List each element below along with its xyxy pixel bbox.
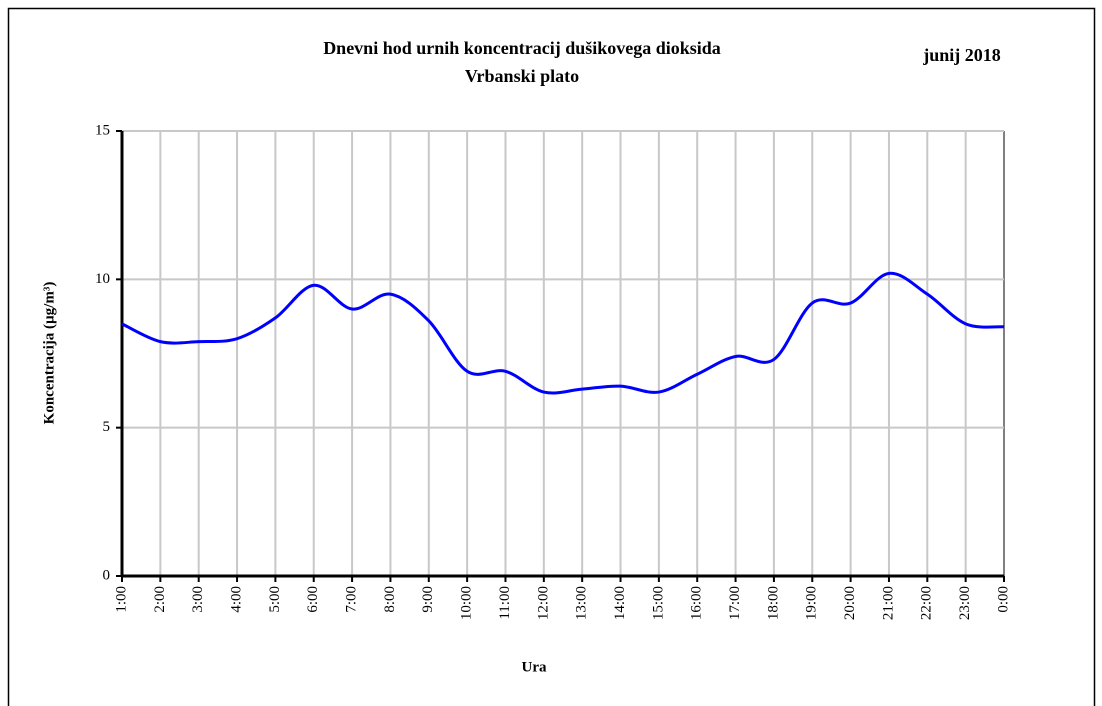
x-tick-label: 3:00 [190,586,206,613]
x-tick-label: 22:00 [919,586,935,620]
y-tick-label: 10 [95,271,110,287]
x-tick-label: 5:00 [267,586,283,613]
x-tick-label: 18:00 [765,586,781,620]
x-tick-label: 9:00 [420,586,436,613]
x-tick-label: 4:00 [228,586,244,613]
x-tick-label: 8:00 [382,586,398,613]
y-axis-label: Koncentracija (µg/m³) [41,282,57,425]
y-tick-label: 0 [103,567,111,583]
x-tick-label: 14:00 [612,586,628,620]
x-axis-label: Ura [522,659,547,675]
x-tick-label: 21:00 [880,586,896,620]
x-tick-label: 13:00 [574,586,590,620]
x-tick-label: 2:00 [152,586,168,613]
x-tick-label: 23:00 [957,586,973,620]
x-tick-label: 16:00 [689,586,705,620]
x-tick-label: 7:00 [344,586,360,613]
x-tick-label: 0:00 [995,586,1011,613]
x-tick-label: 12:00 [535,586,551,620]
x-tick-label: 17:00 [727,586,743,620]
x-tick-label: 1:00 [113,586,129,613]
chart-frame [7,7,1096,706]
chart-title: Dnevni hod urnih koncentracij dušikovega… [323,38,721,58]
y-tick-label: 15 [95,122,110,138]
x-tick-label: 19:00 [804,586,820,620]
x-tick-label: 11:00 [497,586,513,620]
x-tick-label: 15:00 [650,586,666,620]
annotation: junij 2018 [922,45,1001,65]
data-line [121,271,1005,395]
x-tick-label: 20:00 [842,586,858,620]
chart-subtitle: Vrbanski plato [465,66,579,86]
x-tick-label: 6:00 [305,586,321,613]
y-tick-label: 5 [103,419,111,435]
x-tick-label: 10:00 [459,586,475,620]
